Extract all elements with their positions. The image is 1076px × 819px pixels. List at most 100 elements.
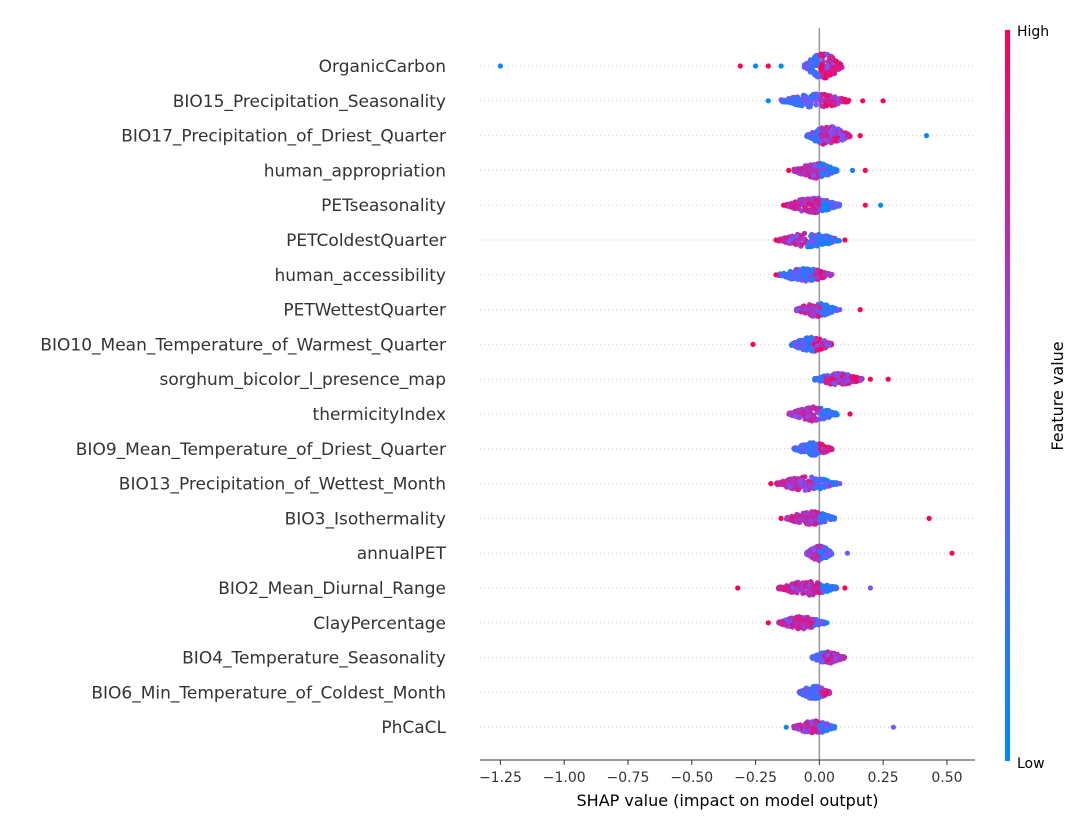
shap-point — [813, 102, 819, 108]
feature-label: human_accessibility — [275, 266, 447, 286]
shap-point — [806, 727, 812, 733]
shap-point — [812, 162, 818, 169]
shap-outlier-point — [844, 550, 851, 556]
shap-outlier-point — [880, 98, 886, 104]
shap-point — [829, 103, 835, 109]
shap-outlier-point — [949, 550, 955, 556]
shap-point — [810, 304, 816, 311]
shap-point — [806, 483, 812, 489]
shap-point — [795, 205, 802, 211]
x-axis-title: SHAP value (impact on model output) — [577, 791, 879, 810]
shap-point — [813, 588, 820, 595]
shap-outlier-point — [923, 133, 930, 139]
shap-point — [803, 64, 809, 70]
shap-point — [818, 126, 825, 132]
shap-point — [779, 273, 785, 279]
shap-point — [788, 271, 795, 277]
shap-point — [832, 95, 838, 101]
row-gridlines — [480, 65, 975, 728]
shap-point — [842, 376, 848, 382]
shap-point — [831, 725, 837, 731]
shap-point — [797, 478, 804, 484]
shap-point — [833, 166, 839, 173]
shap-point — [793, 447, 799, 453]
shap-point — [811, 725, 817, 732]
shap-point — [788, 99, 795, 105]
shap-point — [826, 483, 833, 489]
shap-outlier-point — [862, 202, 868, 208]
shap-point — [781, 479, 787, 486]
x-tick-label: −0.75 — [607, 770, 650, 786]
shap-outlier-point — [737, 63, 743, 69]
feature-label: PETColdestQuarter — [286, 231, 446, 251]
shap-point — [820, 165, 826, 171]
shap-point — [815, 450, 821, 456]
shap-point — [823, 235, 829, 241]
shap-point — [822, 303, 829, 309]
shap-point — [789, 515, 795, 522]
shap-point — [816, 201, 822, 207]
shap-point — [822, 75, 828, 81]
shap-point — [803, 172, 809, 178]
shap-point — [808, 94, 814, 100]
shap-point — [808, 209, 815, 215]
feature-label: BIO2_Mean_Diurnal_Range — [218, 579, 446, 599]
shap-point — [800, 587, 806, 593]
shap-point — [828, 446, 835, 452]
shap-point — [829, 136, 835, 143]
shap-point — [800, 623, 806, 629]
shap-point — [831, 69, 837, 75]
shap-point — [797, 267, 803, 273]
shap-point — [812, 206, 818, 212]
shap-point — [806, 589, 812, 596]
shap-outlier-point — [878, 202, 884, 208]
feature-label: BIO15_Precipitation_Seasonality — [173, 92, 446, 112]
colorbar-gradient — [1005, 30, 1010, 761]
shap-point — [818, 235, 825, 241]
shap-point — [818, 550, 824, 556]
shap-point — [803, 341, 810, 347]
shap-point — [815, 56, 821, 63]
shap-point — [807, 69, 813, 75]
shap-point — [814, 240, 821, 246]
shap-point — [839, 137, 846, 143]
feature-label: BIO10_Mean_Temperature_of_Warmest_Quarte… — [40, 335, 446, 355]
shap-point — [828, 515, 834, 521]
shap-point — [818, 133, 824, 139]
shap-point — [825, 310, 831, 316]
shap-point — [777, 585, 783, 591]
shap-point — [793, 270, 799, 276]
shap-point — [828, 53, 835, 60]
shap-point — [806, 521, 813, 527]
feature-label: BIO4_Temperature_Seasonality — [182, 649, 446, 669]
shap-point — [810, 691, 816, 697]
shap-point — [806, 99, 812, 105]
shap-point — [824, 512, 830, 519]
shap-point — [858, 377, 864, 383]
shap-point — [842, 98, 848, 104]
shap-point — [835, 126, 842, 132]
shap-point — [809, 348, 816, 354]
shap-outlier-point — [837, 481, 843, 487]
shap-point — [815, 313, 822, 319]
shap-point — [852, 376, 858, 382]
shap-point — [799, 166, 805, 172]
shap-point — [840, 381, 846, 387]
shap-point — [824, 137, 830, 143]
shap-point — [804, 720, 810, 726]
shap-point — [819, 97, 825, 103]
shap-point — [817, 685, 824, 691]
shap-outlier-point — [867, 376, 874, 382]
shap-point — [809, 239, 815, 245]
shap-point — [831, 125, 837, 131]
shap-outlier-point — [773, 237, 779, 243]
shap-point — [792, 581, 799, 587]
shap-point — [810, 59, 816, 66]
shap-point — [786, 476, 792, 483]
shap-point — [812, 97, 819, 103]
shap-point — [817, 513, 823, 520]
shap-point — [815, 410, 822, 416]
shap-outlier-point — [849, 167, 856, 173]
colorbar-title: Feature value — [1048, 341, 1067, 450]
x-tick-label: 0.00 — [804, 770, 835, 786]
